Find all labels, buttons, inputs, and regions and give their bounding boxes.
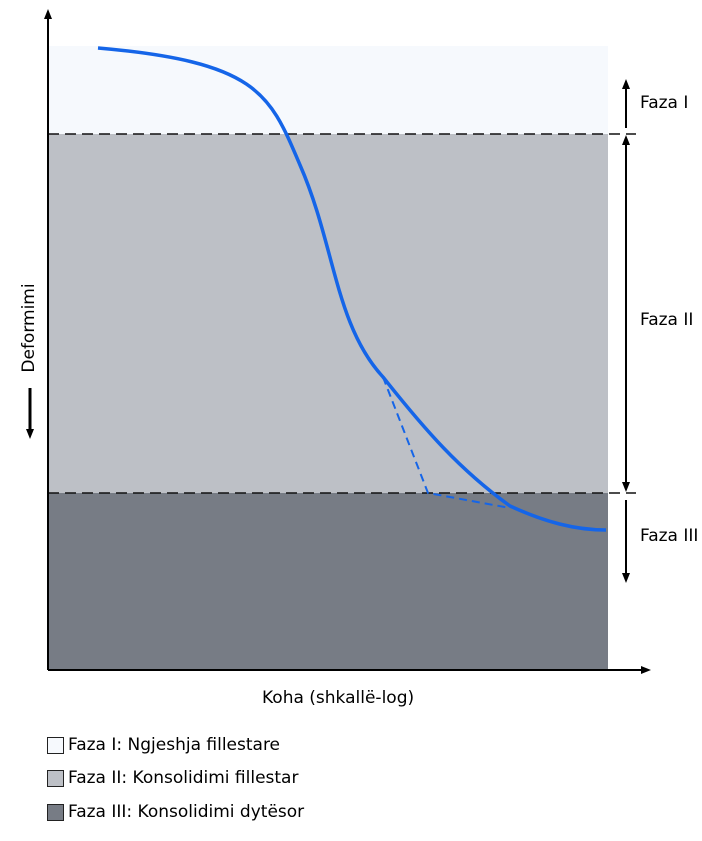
phase-band-3 — [48, 493, 608, 670]
legend-swatch — [47, 803, 64, 821]
x-axis-label: Koha (shkallë-log) — [262, 688, 415, 708]
tangent-construction — [382, 376, 511, 509]
phase-2-label: Faza II — [640, 310, 694, 330]
legend-text: Faza II: Konsolidimi fillestar — [68, 768, 299, 788]
legend-swatch — [47, 769, 64, 787]
legend-item-phase-3: Faza III: Konsolidimi dytësor — [47, 802, 304, 822]
legend-swatch — [47, 736, 64, 754]
legend-text: Faza III: Konsolidimi dytësor — [68, 802, 305, 822]
legend-text: Faza I: Ngjeshja fillestare — [68, 735, 281, 755]
legend-item-phase-1: Faza I: Ngjeshja fillestare — [47, 735, 280, 755]
consolidation-curve — [97, 46, 607, 532]
y-axis-label: Deformimi — [19, 283, 39, 373]
phase-1-label: Faza I — [640, 93, 689, 113]
phase-band-2 — [48, 134, 608, 493]
legend-item-phase-2: Faza II: Konsolidimi fillestar — [47, 768, 298, 788]
phase-3-label: Faza III — [640, 526, 699, 546]
phase-band-1 — [48, 46, 608, 134]
